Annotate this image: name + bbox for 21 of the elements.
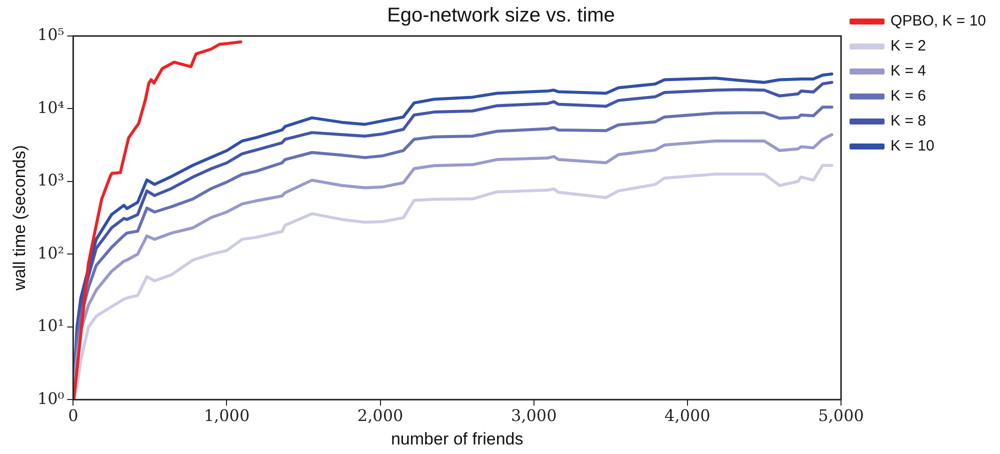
x-tick-label: 4,000 (664, 406, 710, 425)
y-axis-title: wall time (seconds) (10, 145, 29, 292)
y-tick-label: 10⁴ (37, 98, 64, 117)
legend-label: K = 4 (890, 62, 926, 80)
y-tick-label: 10⁵ (37, 25, 64, 44)
y-tick-label: 10⁰ (37, 388, 64, 408)
legend-label: K = 2 (890, 38, 926, 55)
legend-label: K = 10 (890, 138, 934, 155)
x-tick-label: 0 (68, 406, 78, 425)
y-tick-label: 10³ (37, 170, 64, 190)
x-tick-label: 2,000 (357, 406, 404, 425)
y-tick-label: 10² (37, 243, 64, 262)
x-tick-label: 5,000 (818, 406, 864, 425)
chart-title: Ego-network size vs. time (387, 4, 615, 27)
legend-label: K = 6 (890, 88, 926, 105)
legend-label: K = 8 (890, 112, 926, 130)
legend-label: QPBO, K = 10 (890, 12, 986, 30)
x-tick-label: 3,000 (510, 406, 557, 425)
x-axis-title: number of friends (390, 429, 524, 448)
x-tick-label: 1,000 (204, 406, 250, 425)
y-tick-label: 10¹ (37, 316, 64, 336)
